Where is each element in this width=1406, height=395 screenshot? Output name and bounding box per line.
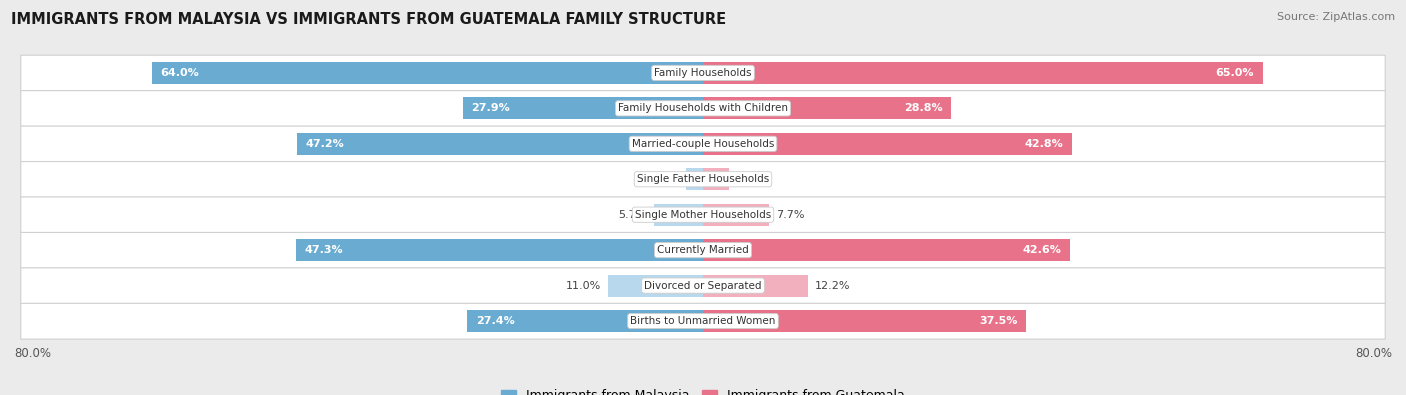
FancyBboxPatch shape [21, 197, 1385, 233]
Text: 80.0%: 80.0% [1355, 346, 1392, 359]
Text: 65.0%: 65.0% [1216, 68, 1254, 78]
Text: Family Households with Children: Family Households with Children [619, 103, 787, 113]
Bar [609, 275, 703, 297]
Text: 12.2%: 12.2% [815, 280, 851, 291]
Text: 37.5%: 37.5% [979, 316, 1018, 326]
Text: 47.3%: 47.3% [304, 245, 343, 255]
Text: 5.7%: 5.7% [619, 210, 647, 220]
Text: 27.9%: 27.9% [471, 103, 510, 113]
Text: 7.7%: 7.7% [776, 210, 804, 220]
Text: Family Households: Family Households [654, 68, 752, 78]
Text: 64.0%: 64.0% [160, 68, 200, 78]
FancyBboxPatch shape [21, 303, 1385, 339]
FancyBboxPatch shape [21, 55, 1385, 91]
Bar [703, 133, 1071, 155]
Text: 3.0%: 3.0% [735, 174, 763, 184]
Bar [654, 204, 703, 226]
Text: Currently Married: Currently Married [657, 245, 749, 255]
FancyBboxPatch shape [21, 162, 1385, 198]
Text: 11.0%: 11.0% [567, 280, 602, 291]
Text: 2.0%: 2.0% [651, 174, 679, 184]
Text: Married-couple Households: Married-couple Households [631, 139, 775, 149]
Bar [703, 98, 950, 119]
Text: 80.0%: 80.0% [14, 346, 51, 359]
Bar [467, 310, 703, 332]
Text: 27.4%: 27.4% [475, 316, 515, 326]
Bar [295, 239, 703, 261]
Bar [703, 275, 808, 297]
Text: Single Father Households: Single Father Households [637, 174, 769, 184]
Bar [297, 133, 703, 155]
Bar [703, 168, 728, 190]
Text: 42.6%: 42.6% [1022, 245, 1062, 255]
FancyBboxPatch shape [21, 232, 1385, 268]
Text: Births to Unmarried Women: Births to Unmarried Women [630, 316, 776, 326]
Text: 47.2%: 47.2% [305, 139, 344, 149]
Text: Single Mother Households: Single Mother Households [636, 210, 770, 220]
Text: 42.8%: 42.8% [1024, 139, 1063, 149]
Text: Divorced or Separated: Divorced or Separated [644, 280, 762, 291]
Bar [703, 310, 1026, 332]
Legend: Immigrants from Malaysia, Immigrants from Guatemala: Immigrants from Malaysia, Immigrants fro… [496, 384, 910, 395]
FancyBboxPatch shape [21, 268, 1385, 304]
Bar [703, 204, 769, 226]
Text: 28.8%: 28.8% [904, 103, 942, 113]
Text: IMMIGRANTS FROM MALAYSIA VS IMMIGRANTS FROM GUATEMALA FAMILY STRUCTURE: IMMIGRANTS FROM MALAYSIA VS IMMIGRANTS F… [11, 12, 727, 27]
Bar [152, 62, 703, 84]
Bar [463, 98, 703, 119]
Bar [686, 168, 703, 190]
FancyBboxPatch shape [21, 126, 1385, 162]
FancyBboxPatch shape [21, 90, 1385, 126]
Bar [703, 239, 1070, 261]
Bar [703, 62, 1263, 84]
Text: Source: ZipAtlas.com: Source: ZipAtlas.com [1277, 12, 1395, 22]
